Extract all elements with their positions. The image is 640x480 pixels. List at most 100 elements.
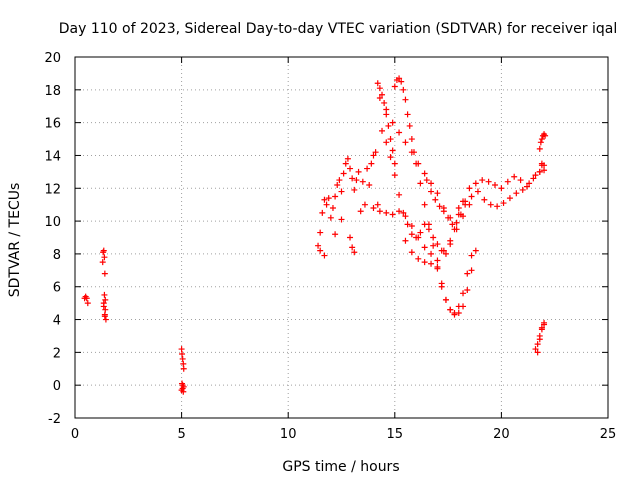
data-point [519, 186, 526, 193]
data-point [447, 306, 454, 313]
data-point [383, 209, 390, 216]
data-point [84, 300, 91, 307]
data-point [415, 234, 422, 241]
data-point [417, 229, 424, 236]
data-point [336, 177, 343, 184]
data-point [438, 280, 445, 287]
data-point [396, 129, 403, 136]
data-point [451, 311, 458, 318]
data-point [487, 201, 494, 208]
data-point [334, 181, 341, 188]
data-point [338, 188, 345, 195]
data-point [455, 309, 462, 316]
data-point [423, 177, 430, 184]
data-point [464, 287, 471, 294]
data-point [455, 204, 462, 211]
data-point [374, 201, 381, 208]
data-point [389, 147, 396, 154]
data-point [180, 383, 187, 390]
data-point [376, 95, 383, 102]
data-point [99, 259, 106, 266]
data-point [370, 204, 377, 211]
data-point [468, 267, 475, 274]
data-point [102, 296, 109, 303]
y-tick-label: 6 [53, 281, 61, 296]
data-point [376, 208, 383, 215]
data-point [387, 154, 394, 161]
data-point [332, 231, 339, 238]
data-point [404, 221, 411, 228]
data-point [453, 219, 460, 226]
data-point [325, 195, 332, 202]
data-point [532, 346, 539, 353]
data-point [468, 193, 475, 200]
data-point [101, 313, 108, 320]
data-point [385, 122, 392, 129]
data-point [379, 127, 386, 134]
x-tick-label: 10 [280, 427, 297, 442]
data-point [402, 237, 409, 244]
data-point [321, 196, 328, 203]
data-point [351, 249, 358, 256]
y-tick-label: 18 [44, 84, 61, 99]
data-point [523, 183, 530, 190]
data-point [351, 186, 358, 193]
data-point [434, 241, 441, 248]
data-point [530, 175, 537, 182]
axis-ticks: 0 5 10 15 20 25 -2 0 2 4 6 8 10 12 14 16 18 20 [44, 51, 616, 442]
data-point [372, 149, 379, 156]
y-tick-label: -2 [48, 412, 61, 427]
data-point [500, 200, 507, 207]
data-point [391, 160, 398, 167]
data-point [434, 265, 441, 272]
data-point [368, 160, 375, 167]
data-point [180, 365, 187, 372]
data-point [101, 270, 108, 277]
data-point [349, 175, 356, 182]
data-point [179, 355, 186, 362]
data-point [359, 178, 366, 185]
data-point [432, 196, 439, 203]
data-point [364, 165, 371, 172]
data-point [319, 209, 326, 216]
y-axis-label: SDTVAR / TECUs [7, 183, 23, 298]
data-point [383, 139, 390, 146]
y-tick-label: 16 [44, 117, 61, 132]
data-point [428, 250, 435, 257]
data-point [342, 160, 349, 167]
data-point [511, 173, 518, 180]
data-point [526, 180, 533, 187]
data-point [370, 152, 377, 159]
data-point [536, 336, 543, 343]
data-point [417, 180, 424, 187]
data-point [101, 254, 108, 261]
data-point [398, 78, 405, 85]
data-point [323, 201, 330, 208]
data-point [494, 203, 501, 210]
data-point [376, 85, 383, 92]
data-point [536, 168, 543, 175]
data-point [415, 255, 422, 262]
data-point [442, 250, 449, 257]
data-point [315, 242, 322, 249]
data-point [178, 387, 185, 394]
data-point [408, 249, 415, 256]
data-point [537, 139, 544, 146]
data-point [83, 295, 90, 302]
x-tick-label: 15 [387, 427, 404, 442]
data-point [504, 178, 511, 185]
data-point [349, 244, 356, 251]
y-tick-label: 20 [44, 51, 61, 66]
data-point [402, 96, 409, 103]
data-point [361, 201, 368, 208]
data-point [413, 160, 420, 167]
data-point [389, 119, 396, 126]
data-point [428, 180, 435, 187]
data-point [442, 296, 449, 303]
data-point [472, 180, 479, 187]
data-point [468, 252, 475, 259]
x-tick-label: 0 [71, 427, 79, 442]
data-point [440, 247, 447, 254]
data-point [400, 209, 407, 216]
